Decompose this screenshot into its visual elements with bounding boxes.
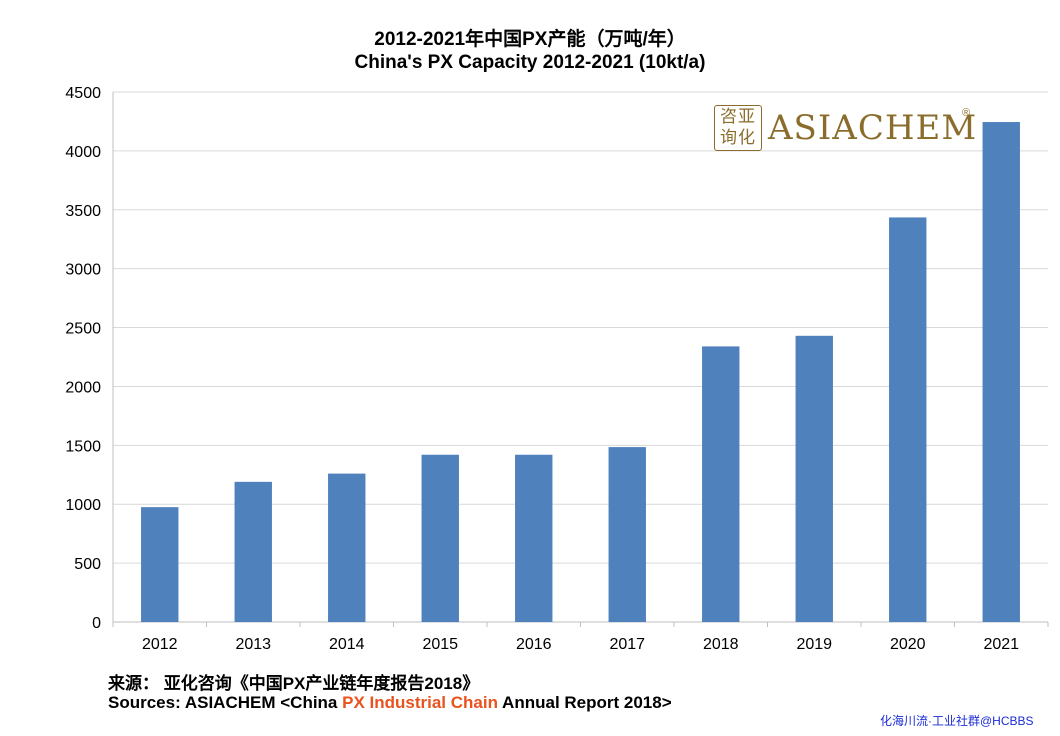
watermark: 化海川流·工业社群@HCBBS: [880, 714, 1034, 728]
bar-2013: [234, 481, 272, 622]
y-tick-label: 500: [74, 556, 101, 573]
logo-seal: 咨亚 询化: [714, 105, 762, 151]
chart-title-cn: 2012-2021年中国PX产能（万吨/年）: [374, 29, 686, 50]
y-tick-label: 4000: [65, 144, 101, 161]
y-tick-label: 2500: [65, 321, 101, 338]
bar-2014: [328, 473, 366, 622]
y-tick-label: 2000: [65, 379, 101, 396]
bar-2018: [702, 346, 740, 622]
source-en: Sources: ASIACHEM <China PX Industrial C…: [108, 693, 672, 713]
bar-2017: [608, 447, 646, 622]
y-tick-label: 3000: [65, 262, 101, 279]
source-en-suffix: Annual Report 2018>: [497, 693, 672, 712]
bar-2020: [889, 217, 927, 622]
bar-2012: [141, 507, 179, 622]
source-cn: 来源： 亚化咨询《中国PX产业链年度报告2018》: [108, 674, 480, 693]
bar-2019: [795, 335, 833, 622]
x-tick-label: 2019: [796, 636, 832, 653]
chart-title-en: China's PX Capacity 2012-2021 (10kt/a): [354, 52, 706, 73]
y-tick-label: 1500: [65, 438, 101, 455]
logo-registered-mark: ®: [962, 107, 971, 119]
x-tick-label: 2013: [235, 636, 271, 653]
logo-brand: ASIACHEM: [768, 108, 978, 148]
source-en-highlight: PX Industrial Chain: [342, 693, 498, 712]
x-tick-label: 2015: [422, 636, 458, 653]
y-tick-label: 4500: [65, 85, 101, 102]
x-tick-label: 2017: [609, 636, 645, 653]
source-en-prefix: Sources: ASIACHEM <China: [108, 693, 343, 712]
x-tick-label: 2016: [516, 636, 552, 653]
y-tick-label: 0: [92, 615, 101, 632]
bar-2016: [515, 454, 553, 622]
x-tick-label: 2020: [890, 636, 926, 653]
x-tick-label: 2012: [142, 636, 178, 653]
x-tick-label: 2021: [983, 636, 1019, 653]
bar-2015: [421, 454, 459, 622]
y-tick-label: 3500: [65, 203, 101, 220]
y-tick-label: 1000: [65, 497, 101, 514]
bar-2021: [982, 122, 1020, 623]
x-tick-label: 2018: [703, 636, 739, 653]
x-tick-label: 2014: [329, 636, 365, 653]
